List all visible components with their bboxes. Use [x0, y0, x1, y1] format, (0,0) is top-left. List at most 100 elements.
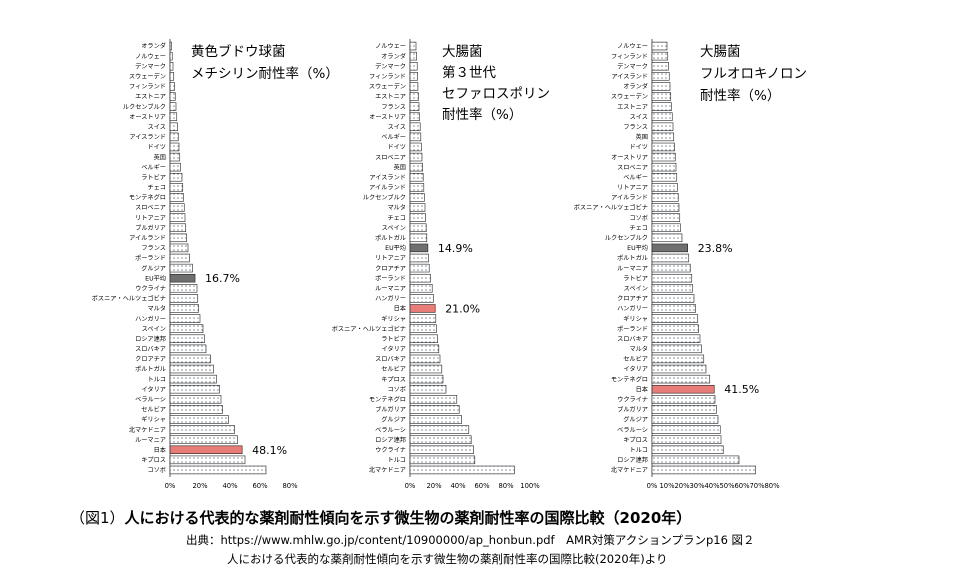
chart-2-bar [409, 384, 447, 394]
chart-1-bar [169, 395, 222, 404]
chart-2-title-line: 耐性率（%） [442, 106, 522, 123]
chart-1-category-label: ギリシャ [141, 417, 166, 424]
chart-1-category-label: スイス [148, 124, 166, 131]
chart-3-category-label: モンテネグロ [611, 375, 648, 383]
chart-3-category-label: スロベニア [617, 164, 648, 171]
chart-1-category-label: マルタ [147, 305, 166, 313]
chart-3-bar [651, 405, 717, 414]
chart-3-bar [651, 223, 681, 232]
chart-2-bar [409, 173, 424, 182]
chart-1-bar [169, 132, 179, 142]
chart-2-bar [409, 72, 418, 81]
chart-2-bar [409, 344, 440, 354]
chart-3-bar [651, 415, 719, 424]
chart-3-category-label: フィンランド [611, 53, 648, 60]
chart-2-category-label: リトアニア [375, 255, 406, 262]
chart-1-bar [169, 112, 178, 121]
chart-3-category-label: アイスランド [611, 74, 648, 81]
chart-1-bar [169, 344, 207, 354]
chart-1-category-label: フランス [141, 245, 166, 252]
chart-1-bar [169, 51, 173, 61]
chart-1-bar [169, 243, 189, 253]
chart-2-category-label: オーストリア [369, 114, 406, 121]
chart-2-bar [409, 324, 437, 333]
chart-2-bar [409, 162, 423, 172]
chart-3-category-label: セルビア [623, 355, 648, 363]
chart-2-category-label: ドイツ [387, 144, 406, 151]
chart-3-bar [651, 51, 669, 61]
chart-2-bar [409, 112, 420, 121]
chart-3-bar [651, 233, 683, 243]
chart-1-bar [169, 61, 174, 71]
chart-3-category-label: マルタ [629, 345, 648, 353]
chart-2-bar [409, 92, 419, 101]
chart-1-category-label: エストニア [135, 94, 166, 101]
chart-1-category-label: ポルトガル [135, 365, 166, 373]
chart-3-title-line: 大腸菌 [700, 44, 741, 60]
chart-2-category-label: セルビア [381, 365, 406, 373]
chart-3-category-label: フランス [623, 124, 648, 131]
chart-2-category-label: ウクライナ [375, 446, 406, 454]
chart-2-bar [409, 142, 422, 152]
chart-2-category-label: ラトビア [381, 335, 406, 343]
chart-3-category-label: ノルウェー [617, 42, 648, 50]
chart-3-x-tick-label: 0% [647, 482, 658, 490]
chart-1-category-label: 英国 [154, 153, 166, 161]
chart-1-category-label: ボスニア・ヘルツェゴビナ [92, 295, 166, 303]
chart-1-category-label: チェコ [147, 185, 166, 192]
chart-1-category-label: アイスランド [129, 134, 166, 141]
chart-1-bar [169, 364, 214, 374]
chart-3-category-label: キプロス [623, 437, 648, 444]
chart-1-bar [169, 152, 181, 162]
chart-3-bar [651, 364, 707, 374]
chart-1-bar [169, 374, 217, 384]
chart-3-category-label: ギリシャ [623, 316, 648, 323]
chart-2-category-label: エストニア [375, 94, 406, 101]
chart-3-category-label: ルクセンブルク [605, 234, 648, 242]
chart-3-category-label: デンマーク [617, 62, 648, 70]
chart-3-category-label: ルーマニア [617, 265, 648, 272]
chart-2-bar [409, 284, 433, 293]
chart-1-bar [169, 233, 187, 243]
chart-1-category-label: アイルランド [129, 235, 166, 242]
chart-2-category-label: ギリシャ [381, 316, 406, 323]
chart-3-category-label: ブルガリア [617, 406, 648, 414]
chart-3-category-label: ウクライナ [617, 396, 648, 404]
chart-2-category-label: ベラルーシ [375, 427, 406, 434]
chart-2-bar [409, 132, 422, 142]
chart-3-category-label: ポーランド [617, 325, 648, 333]
chart-2-category-label: ベルギー [381, 134, 406, 141]
chart-1-bar [169, 354, 211, 364]
chart-3-category-label: エストニア [617, 104, 648, 111]
charts-area: 黄色ブドウ球菌メチシリン耐性率（%）オランダノルウェーデンマークスウェーデンフィ… [92, 39, 807, 490]
chart-3-bar [651, 41, 668, 51]
chart-2-bar [409, 364, 443, 374]
chart-3-value-label: 23.8% [698, 242, 733, 255]
chart-3-bar [651, 203, 680, 212]
chart-2-bar [409, 61, 418, 71]
chart-3-category-label: チェコ [629, 225, 648, 232]
chart-2-value-label: 21.0% [445, 302, 480, 315]
chart-2-category-label: ロシア連邦 [375, 436, 406, 444]
chart-3-bar [651, 273, 693, 283]
chart-2-title-line: セファロスポリン [442, 86, 550, 102]
chart-3-bar [651, 263, 691, 273]
chart-2-bar [409, 415, 462, 424]
chart-1-category-label: ラトビア [141, 173, 166, 181]
chart-3-bar [651, 395, 716, 404]
source-line-2: 人における代表的な薬剤耐性傾向を示す微生物の薬剤耐性率の国際比較(2020年)よ… [227, 552, 668, 566]
chart-2-bar [409, 354, 441, 364]
chart-2-bar [409, 304, 436, 313]
chart-1-bar [169, 142, 180, 152]
chart-3-category-label: トルコ [630, 447, 648, 454]
chart-1-category-label: ノルウェー [135, 52, 166, 60]
chart-3-bar [651, 122, 674, 132]
chart-1-category-label: ウクライナ [135, 284, 166, 292]
chart-3-x-tick-label: 70% [749, 482, 765, 490]
chart-1-category-label: セルビア [141, 406, 166, 414]
chart-3-bar [651, 354, 705, 364]
chart-1-bar [169, 72, 175, 81]
chart-3-bar [651, 455, 740, 465]
chart-2-category-label: イタリア [381, 345, 406, 353]
source-line-1: 出典：https://www.mhlw.go.jp/content/109000… [186, 533, 755, 547]
